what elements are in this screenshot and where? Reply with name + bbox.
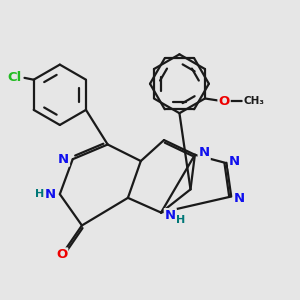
Text: N: N	[44, 188, 56, 201]
Text: N: N	[234, 192, 245, 205]
Text: N: N	[58, 153, 69, 166]
Text: O: O	[218, 95, 230, 108]
Text: N: N	[165, 209, 176, 222]
Text: O: O	[56, 248, 67, 261]
Text: H: H	[35, 189, 44, 199]
Text: N: N	[199, 146, 210, 159]
Text: H: H	[176, 215, 185, 225]
Text: CH₃: CH₃	[243, 96, 264, 106]
Text: N: N	[229, 154, 240, 167]
Text: Cl: Cl	[8, 71, 22, 84]
